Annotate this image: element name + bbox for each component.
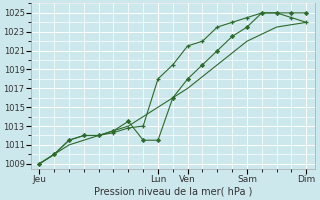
X-axis label: Pression niveau de la mer( hPa ): Pression niveau de la mer( hPa ) bbox=[94, 187, 252, 197]
